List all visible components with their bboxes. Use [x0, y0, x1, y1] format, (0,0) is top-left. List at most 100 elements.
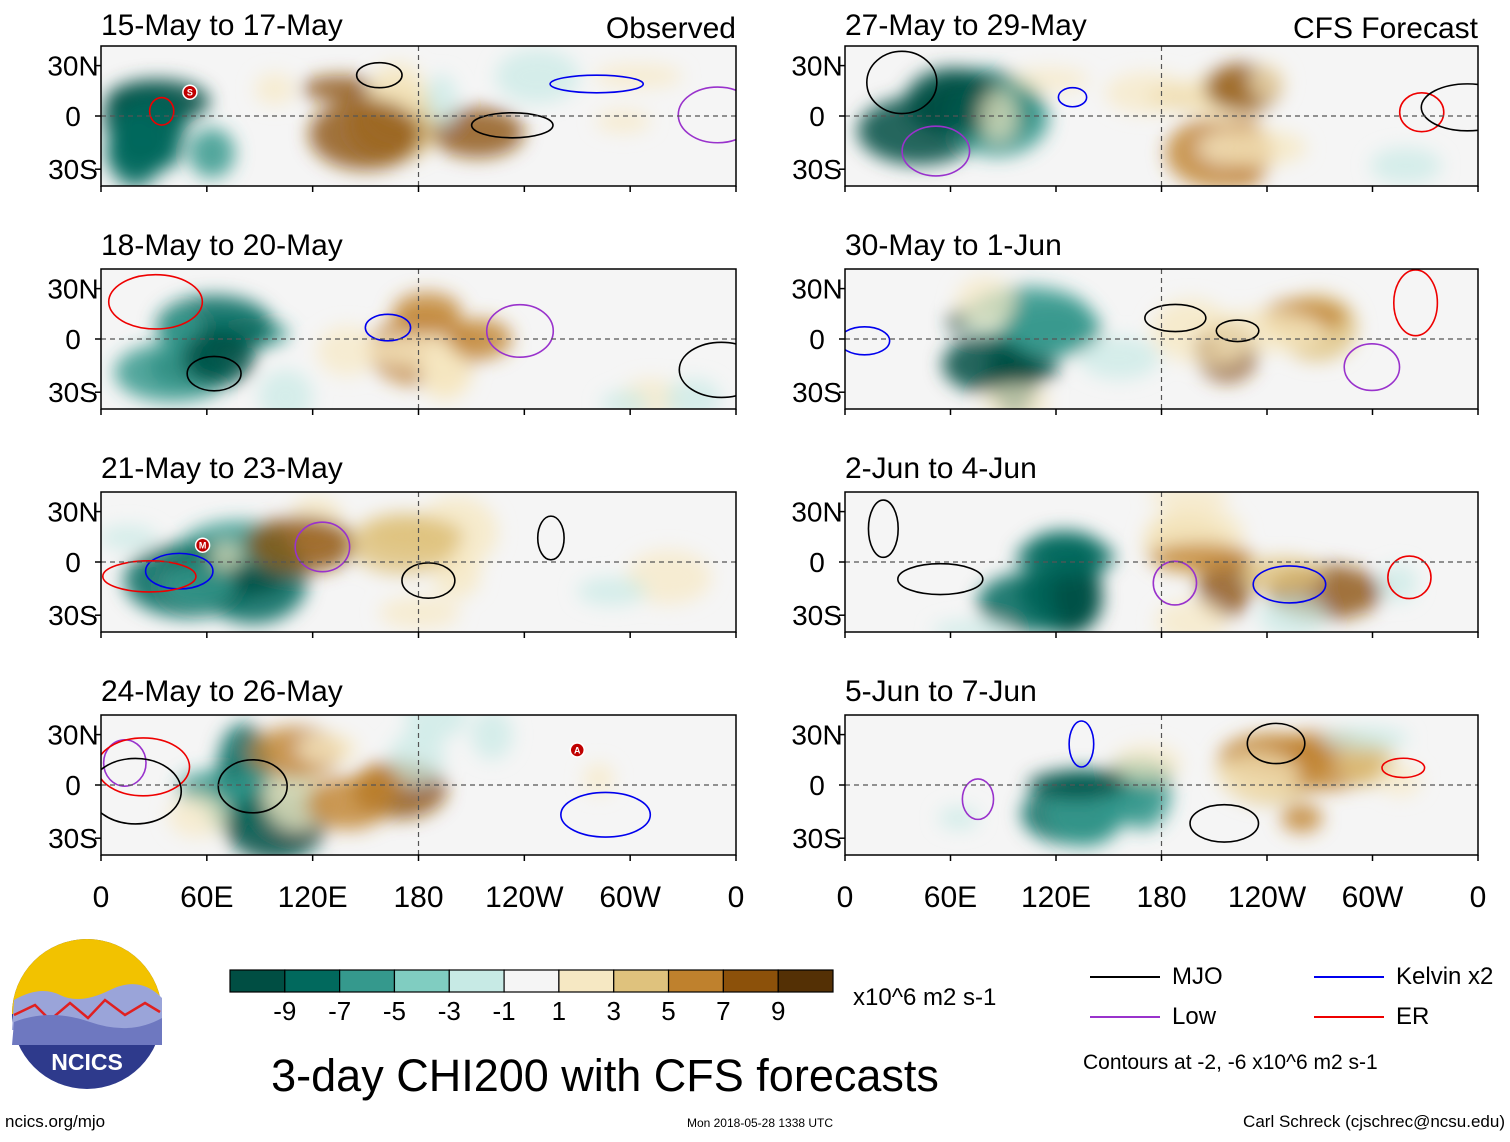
storm-marker-label: M	[199, 541, 207, 551]
panel-forecast-3: 30N 0 30S 2-Jun to 4-Jun	[791, 452, 1479, 638]
colorbar-label: 9	[771, 996, 785, 1026]
y-tick-label: 30N	[791, 274, 842, 305]
colorbar-label: 3	[606, 996, 620, 1026]
colorbar-swatch	[777, 969, 834, 993]
y-tick-label: 30S	[48, 154, 98, 185]
contour-lines	[961, 720, 1426, 843]
x-tick-label: 120E	[278, 881, 348, 914]
contour-lines	[107, 273, 736, 399]
x-tick-label: 0	[93, 881, 110, 914]
colorbar-swatch	[284, 969, 341, 993]
x-tick-label: 120W	[1228, 881, 1307, 914]
y-tick-label: 30S	[48, 377, 98, 408]
colorbar-swatch	[503, 969, 560, 993]
contour-note: Contours at -2, -6 x10^6 m2 s-1	[1083, 1051, 1378, 1074]
colorbar-swatch	[448, 969, 505, 993]
panel-observed-4: 30N 0 30S 24-May to 26-May A	[47, 675, 737, 861]
storm-marker-label: S	[187, 88, 193, 98]
panel-observed-3: 30N 0 30S 21-May to 23-May M	[47, 452, 737, 638]
y-tick-label: 0	[65, 324, 81, 355]
panel-observed-2: 30N 0 30S 18-May to 20-May	[47, 229, 737, 415]
colorbar-swatch	[667, 969, 724, 993]
footer-timestamp: Mon 2018-05-28 1338 UTC	[687, 1116, 833, 1130]
colorbar-swatch	[339, 969, 396, 993]
colorbar-label: -1	[493, 996, 516, 1026]
x-tick-label: 60W	[1342, 881, 1404, 914]
panel-period-title: 30-May to 1-Jun	[845, 229, 1062, 262]
legend-item-er: ER	[1314, 1003, 1429, 1030]
y-tick-label: 0	[809, 101, 825, 132]
storm-marker-s: S	[182, 84, 198, 100]
colorbar-label: -5	[383, 996, 406, 1026]
anomaly-field	[168, 715, 615, 855]
contour-lines	[867, 499, 1432, 606]
panel-period-title: 18-May to 20-May	[101, 229, 343, 262]
x-tick-label: 180	[1136, 881, 1186, 914]
x-tick-label: 0	[837, 881, 854, 914]
x-tick-label: 60W	[599, 881, 661, 914]
y-tick-label: 0	[65, 770, 81, 801]
x-tick-label: 120W	[485, 881, 564, 914]
contour-lines	[101, 737, 652, 838]
panel-forecast-4: 30N 0 30S 5-Jun to 7-Jun	[791, 675, 1479, 861]
colorbar-label: 7	[716, 996, 730, 1026]
anomaly-field	[932, 492, 1418, 632]
y-tick-label: 0	[809, 547, 825, 578]
y-tick-label: 30S	[48, 600, 98, 631]
anomaly-field	[101, 495, 712, 629]
colorbar-label: -7	[328, 996, 351, 1026]
panel-period-title: 15-May to 17-May	[101, 9, 343, 42]
legend-item-kelvin-x2: Kelvin x2	[1314, 963, 1493, 990]
y-tick-label: 30S	[792, 823, 842, 854]
storm-marker-label: A	[574, 746, 581, 756]
footer-url: ncics.org/mjo	[5, 1112, 105, 1131]
colorbar-swatch	[393, 969, 450, 993]
colorbar: -9 -7 -5 -3 -1 1 3 5 7 9	[229, 969, 834, 1026]
y-tick-label: 30N	[791, 51, 842, 82]
contour-lines	[866, 50, 1478, 177]
colorbar-swatch	[229, 969, 286, 993]
anomaly-field	[857, 63, 1442, 186]
colorbar-label: 5	[661, 996, 675, 1026]
colorbar-units: x10^6 m2 s-1	[853, 984, 996, 1011]
colorbar-swatch	[722, 969, 779, 993]
legend-label: Low	[1172, 1003, 1217, 1030]
y-tick-label: 30N	[791, 720, 842, 751]
legend-item-low: Low	[1090, 1003, 1217, 1030]
contour-lines	[101, 515, 565, 599]
panel-period-title: 21-May to 23-May	[101, 452, 343, 485]
colorbar-label: 1	[552, 996, 566, 1026]
x-axis-ticks: 0 60E 120E 180 120W 60W 0 0 60E 120E 180 120W 60W 0	[93, 881, 1487, 914]
x-tick-label: 60E	[180, 881, 233, 914]
panel-column-label: Observed	[606, 12, 736, 45]
x-tick-label: 120E	[1021, 881, 1091, 914]
y-tick-label: 0	[65, 547, 81, 578]
legend-item-mjo: MJO	[1090, 963, 1223, 990]
y-tick-label: 30S	[48, 823, 98, 854]
colorbar-label: -9	[273, 996, 296, 1026]
legend-label: Kelvin x2	[1396, 963, 1493, 990]
colorbar-label: -3	[438, 996, 461, 1026]
x-tick-label: 60E	[924, 881, 977, 914]
panel-period-title: 27-May to 29-May	[845, 9, 1087, 42]
panel-period-title: 24-May to 26-May	[101, 675, 343, 708]
panel-period-title: 2-Jun to 4-Jun	[845, 452, 1037, 485]
chart-title: 3-day CHI200 with CFS forecasts	[271, 1050, 939, 1101]
y-tick-label: 30S	[792, 154, 842, 185]
y-tick-label: 0	[65, 101, 81, 132]
panel-period-title: 5-Jun to 7-Jun	[845, 675, 1037, 708]
panel-column-label: CFS Forecast	[1293, 12, 1479, 45]
anomaly-field	[102, 49, 683, 186]
legend: MJO Kelvin x2 Low ER	[1090, 963, 1493, 1030]
x-tick-label: 0	[1470, 881, 1487, 914]
x-tick-label: 0	[728, 881, 745, 914]
storm-marker-m: M	[194, 537, 211, 553]
legend-label: ER	[1396, 1003, 1429, 1030]
y-tick-label: 30N	[47, 274, 98, 305]
y-tick-label: 30N	[791, 497, 842, 528]
colorbar-swatch	[613, 969, 670, 993]
contour-lines	[148, 61, 736, 144]
panels-layer: 30N 0 30S 15-May to 17-May Observed S 30N 0 30S 1…	[47, 9, 1479, 861]
y-tick-label: 30S	[792, 377, 842, 408]
